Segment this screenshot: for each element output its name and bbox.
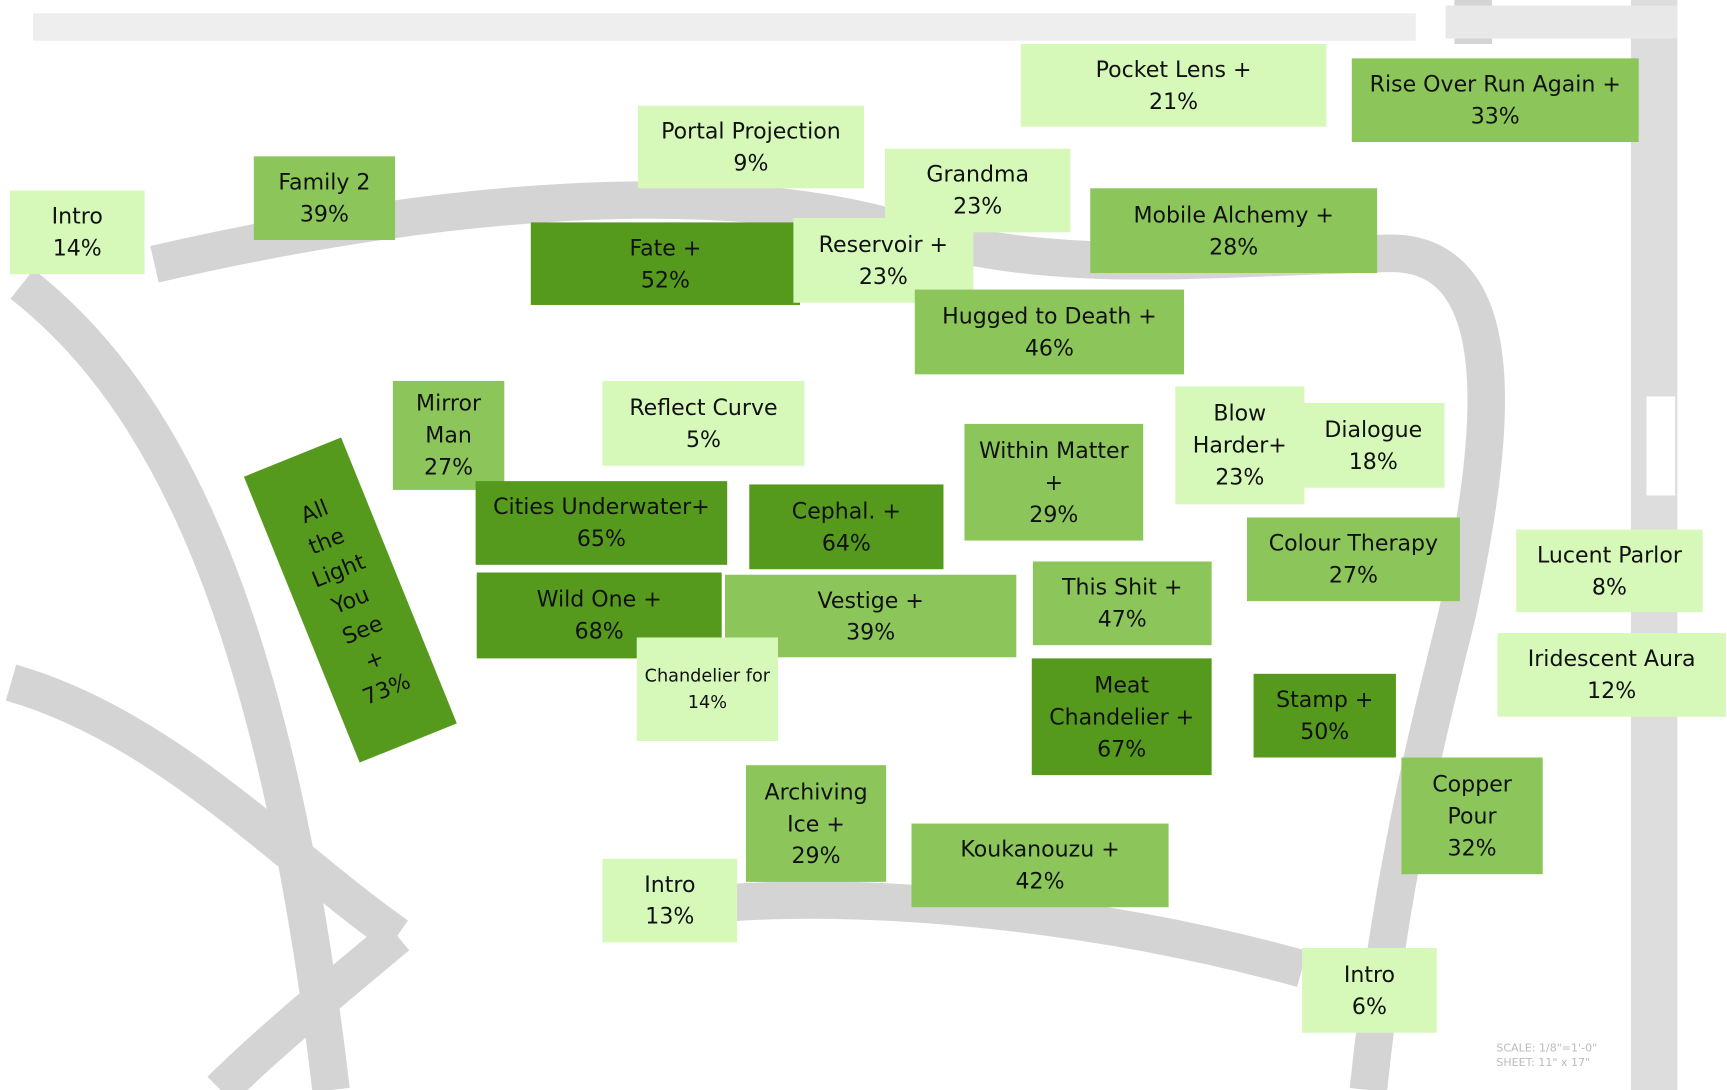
- room: Koukanouzu + 42%: [911, 823, 1169, 908]
- room-name: Chandelier for: [644, 665, 771, 686]
- room-name: Reservoir +: [818, 230, 949, 258]
- room: Cephal. + 64%: [749, 484, 944, 570]
- room-name: Pocket Lens +: [1095, 55, 1252, 83]
- room-percent: 12%: [1587, 677, 1637, 704]
- room-percent: 23%: [858, 262, 908, 290]
- room: Intro 6%: [1302, 947, 1437, 1033]
- room-name: Meat Chandelier +: [1049, 671, 1195, 730]
- room-name: Cities Underwater+: [493, 493, 710, 520]
- room-percent: 6%: [1351, 992, 1387, 1019]
- room-percent: 52%: [640, 265, 690, 293]
- room-name: This Shit +: [1062, 573, 1183, 601]
- room-name: Grandma: [926, 160, 1030, 188]
- room-name: Colour Therapy: [1268, 529, 1439, 557]
- room: Within Matter + 29%: [964, 423, 1144, 541]
- room-percent: 67%: [1097, 734, 1147, 762]
- room-percent: 14%: [687, 691, 727, 713]
- room: Intro 13%: [602, 858, 738, 943]
- room: Blow Harder+ 23%: [1175, 386, 1305, 505]
- room-percent: 32%: [1447, 834, 1497, 861]
- room-percent: 46%: [1024, 334, 1074, 361]
- room-percent: 27%: [1328, 561, 1378, 588]
- room-name: Rise Over Run Again +: [1369, 70, 1621, 97]
- room: Portal Projection 9%: [637, 105, 865, 189]
- room-percent: 27%: [424, 453, 474, 481]
- room: Mobile Alchemy + 28%: [1090, 188, 1378, 274]
- room-name: Family 2: [278, 168, 371, 195]
- room: Dialogue 18%: [1302, 402, 1445, 488]
- room-name: Lucent Parlor: [1537, 541, 1682, 568]
- room: Rise Over Run Again + 33%: [1351, 58, 1639, 143]
- room-name: Koukanouzu +: [960, 835, 1120, 863]
- room-name: Archiving Ice +: [764, 777, 868, 837]
- room: Lucent Parlor 8%: [1516, 529, 1703, 613]
- room-percent: 68%: [574, 617, 624, 645]
- room: Iridescent Aura 12%: [1497, 633, 1726, 717]
- room: Mirror Man 27%: [392, 380, 505, 490]
- sheet-note: SHEET: 11" x 17": [1496, 1056, 1591, 1070]
- room-percent: 5%: [685, 425, 721, 452]
- room: Hugged to Death + 46%: [914, 289, 1185, 375]
- room: Family 2 39%: [253, 156, 396, 241]
- room-name: Within Matter +: [978, 436, 1129, 495]
- room-percent: 13%: [645, 902, 695, 930]
- room-percent: 18%: [1348, 447, 1398, 474]
- room: Meat Chandelier + 67%: [1031, 658, 1212, 776]
- room-name: Mirror Man: [416, 389, 482, 449]
- room-name: Intro: [644, 870, 696, 898]
- room-percent: 39%: [299, 200, 349, 227]
- room-percent: 8%: [1591, 573, 1627, 600]
- room: Cities Underwater+ 65%: [475, 481, 728, 565]
- room-name: Cephal. +: [791, 497, 901, 524]
- room-name: Vestige +: [817, 586, 924, 613]
- room-percent: 47%: [1097, 605, 1147, 632]
- room: Grandma 23%: [885, 148, 1071, 233]
- room-percent: 65%: [576, 525, 626, 552]
- room: Stamp + 50%: [1253, 673, 1396, 758]
- room-name: Fate +: [629, 233, 702, 261]
- room: Copper Pour 32%: [1401, 757, 1543, 875]
- room-name: Intro: [51, 202, 103, 230]
- room-name: Portal Projection: [661, 117, 841, 144]
- room-percent: 14%: [52, 234, 102, 261]
- room-percent: 42%: [1015, 867, 1065, 895]
- room-percent: 29%: [791, 841, 841, 869]
- room-percent: 21%: [1149, 87, 1199, 114]
- room-name: Blow Harder+: [1192, 399, 1287, 459]
- room-percent: 23%: [1215, 463, 1265, 490]
- opening: [1646, 396, 1676, 496]
- wall: [1445, 5, 1678, 39]
- room: Fate + 52%: [530, 222, 801, 305]
- room-name: Reflect Curve: [629, 393, 778, 421]
- room: Reservoir + 23%: [793, 217, 974, 303]
- room-percent: 64%: [821, 529, 871, 556]
- top-bar: [33, 13, 1416, 41]
- room-percent: 9%: [733, 149, 769, 176]
- room: Intro 14%: [9, 190, 145, 275]
- room-name: Wild One +: [536, 585, 662, 613]
- room: This Shit + 47%: [1032, 561, 1212, 646]
- room-percent: 33%: [1470, 102, 1520, 129]
- room: Colour Therapy 27%: [1246, 517, 1460, 602]
- room: Archiving Ice + 29%: [745, 765, 887, 882]
- room: Wild One + 68%: [476, 572, 722, 659]
- room: Reflect Curve 5%: [602, 380, 805, 466]
- room-name: Mobile Alchemy +: [1133, 200, 1334, 228]
- room-name: Copper Pour: [1432, 770, 1512, 829]
- room-percent: 29%: [1029, 500, 1079, 527]
- scale-note: SCALE: 1/8"=1'-0": [1496, 1042, 1598, 1055]
- room-name: Dialogue: [1324, 415, 1423, 443]
- room-name: Hugged to Death +: [942, 302, 1157, 329]
- room: Pocket Lens + 21%: [1020, 44, 1327, 127]
- room-percent: 23%: [953, 192, 1003, 220]
- room-name: Iridescent Aura: [1527, 645, 1696, 672]
- room-percent: 39%: [846, 618, 896, 645]
- room-name: Stamp +: [1276, 685, 1374, 713]
- room-percent: 50%: [1300, 717, 1350, 745]
- room-name: Intro: [1343, 960, 1396, 988]
- room: Chandelier for 14%: [636, 637, 778, 741]
- room-percent: 28%: [1209, 232, 1259, 260]
